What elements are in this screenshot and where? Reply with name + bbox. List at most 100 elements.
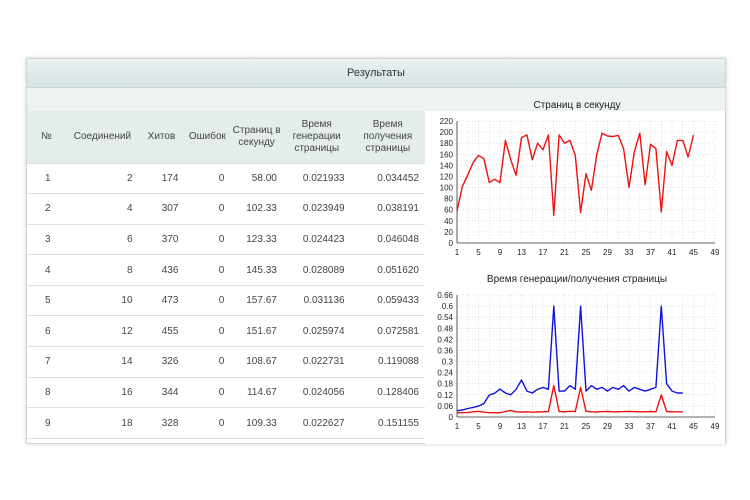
- table-cell: 145.33: [230, 254, 283, 286]
- table-cell: 0.024056: [282, 377, 351, 409]
- table-row: 4 8 436 0 145.33 0.028089 0.051620: [27, 254, 425, 286]
- x-tick-label: 25: [582, 248, 591, 257]
- table-cell: 370: [138, 224, 185, 256]
- results-subheader-band: [27, 88, 725, 111]
- y-tick-label: 0: [449, 413, 454, 422]
- table-cell: 102.33: [230, 193, 283, 225]
- x-tick-label: 41: [668, 422, 677, 431]
- column-header: Время генерации страницы: [282, 111, 351, 164]
- y-tick-label: 160: [440, 150, 454, 159]
- table-cell: 8: [66, 254, 139, 286]
- table-cell: 0.051620: [350, 254, 425, 286]
- y-tick-label: 0.36: [437, 346, 453, 355]
- table-row: 7 14 326 0 108.67 0.022731 0.119088: [27, 346, 425, 378]
- x-tick-label: 29: [603, 248, 612, 257]
- x-tick-label: 17: [539, 248, 548, 257]
- table-cell: 0: [184, 377, 231, 409]
- table-cell: 58.00: [230, 163, 283, 195]
- table-cell: 0.072581: [350, 315, 425, 348]
- x-tick-label: 45: [689, 422, 698, 431]
- table-cell: 0.034452: [350, 163, 425, 195]
- table-cell: 14: [66, 346, 139, 378]
- x-tick-label: 21: [560, 422, 569, 431]
- results-panel: Результаты № Соединений Хитов Ошибок Страниц…: [26, 58, 726, 444]
- x-tick-label: 29: [603, 422, 612, 431]
- table-cell: 2: [27, 193, 67, 225]
- table-row: 5 10 473 0 157.67 0.031136 0.059433: [27, 285, 425, 317]
- table-cell: 4: [66, 193, 139, 225]
- y-tick-label: 180: [440, 139, 454, 148]
- x-tick-label: 5: [476, 422, 481, 431]
- table-row: 1 2 174 0 58.00 0.021933 0.034452: [27, 163, 425, 195]
- x-tick-label: 5: [476, 248, 481, 257]
- table-cell: 0.024423: [282, 224, 351, 256]
- y-tick-label: 0.18: [437, 380, 453, 389]
- results-header: Результаты: [27, 59, 725, 88]
- pages-per-second-chart-title: Страниц в секунду: [533, 100, 621, 111]
- table-row: 8 16 344 0 114.67 0.024056 0.128406: [27, 377, 425, 409]
- x-tick-label: 45: [689, 248, 698, 257]
- column-header: Страниц в секунду: [230, 111, 283, 164]
- table-cell: 18: [66, 407, 139, 439]
- table-cell: 0.031136: [282, 285, 351, 317]
- table-cell: 473: [138, 285, 185, 317]
- table-cell: 3: [27, 224, 67, 256]
- x-tick-label: 17: [539, 422, 548, 431]
- table-cell: 109.33: [230, 407, 283, 439]
- table-cell: 6: [27, 315, 67, 348]
- table-cell: 4: [27, 254, 67, 286]
- table-row: 3 6 370 0 123.33 0.024423 0.046048: [27, 224, 425, 256]
- x-tick-label: 41: [668, 248, 677, 257]
- table-cell: 151.67: [230, 315, 283, 348]
- table-cell: 7: [27, 346, 67, 378]
- series-line-0: [456, 384, 683, 414]
- column-header: Хитов: [138, 111, 185, 164]
- results-table-body: 1 2 174 0 58.00 0.021933 0.034452 2 4 307 0 102.33 0…: [27, 163, 425, 439]
- table-cell: 16: [66, 377, 139, 409]
- x-tick-label: 1: [455, 422, 460, 431]
- y-tick-label: 0.24: [437, 369, 453, 378]
- x-tick-label: 37: [646, 248, 655, 257]
- series-line-1: [456, 305, 683, 412]
- table-cell: 0: [184, 315, 231, 348]
- y-tick-label: 0.06: [437, 402, 453, 411]
- table-cell: 344: [138, 377, 185, 409]
- table-cell: 328: [138, 407, 185, 439]
- table-cell: 326: [138, 346, 185, 378]
- x-tick-label: 49: [711, 248, 720, 257]
- table-cell: 108.67: [230, 346, 283, 378]
- table-cell: 0.119088: [350, 346, 425, 378]
- table-cell: 0.059433: [350, 285, 425, 317]
- x-tick-label: 13: [517, 248, 526, 257]
- results-table-header-row: № Соединений Хитов Ошибок Страниц в секунду В…: [27, 111, 425, 164]
- generation-time-chart: 0 0.06 0.12 0.18 0.24 0.3 0.36 0.42 0.48 0.54 0.6 0…: [437, 291, 720, 431]
- x-tick-label: 25: [582, 422, 591, 431]
- table-cell: 9: [27, 407, 67, 439]
- table-cell: 8: [27, 377, 67, 409]
- table-row: 2 4 307 0 102.33 0.023949 0.038191: [27, 193, 425, 225]
- table-cell: 174: [138, 163, 185, 195]
- x-tick-label: 37: [646, 422, 655, 431]
- y-tick-label: 80: [444, 195, 453, 204]
- table-cell: 0.038191: [350, 193, 425, 225]
- table-cell: 0: [184, 346, 231, 378]
- y-tick-label: 60: [444, 206, 453, 215]
- table-cell: 0: [184, 224, 231, 256]
- x-tick-label: 21: [560, 248, 569, 257]
- table-cell: 0: [184, 163, 231, 195]
- y-tick-label: 0.12: [437, 391, 453, 400]
- table-cell: 5: [27, 285, 67, 317]
- table-cell: 12: [66, 315, 139, 348]
- y-tick-label: 0.48: [437, 324, 453, 333]
- y-tick-label: 0.3: [442, 358, 454, 367]
- table-cell: 2: [66, 163, 139, 195]
- y-tick-label: 140: [440, 161, 454, 170]
- table-cell: 6: [66, 224, 139, 256]
- y-tick-label: 220: [440, 117, 454, 126]
- x-tick-label: 33: [625, 422, 634, 431]
- generation-time-chart-title: Время генерации/получения страницы: [486, 274, 668, 285]
- table-cell: 114.67: [230, 377, 283, 409]
- table-cell: 1: [27, 163, 67, 195]
- y-tick-label: 0.54: [437, 313, 453, 322]
- table-cell: 0.021933: [282, 163, 351, 195]
